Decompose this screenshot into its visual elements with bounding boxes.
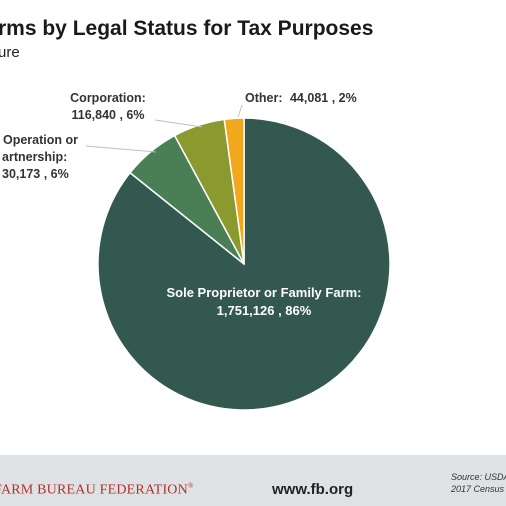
label-partnership-name-line2: artnership: (2, 150, 67, 164)
website-url: www.fb.org (272, 481, 354, 498)
slice-labels: Corporation: 116,840 , 6% Operation or a… (2, 91, 362, 318)
pie-chart: Corporation: 116,840 , 6% Operation or a… (2, 91, 391, 411)
label-corporation-name: Corporation: (70, 91, 146, 105)
org-name: FARM BUREAU FEDERATION® (0, 482, 193, 499)
label-partnership-value: 30,173 , 6% (2, 167, 69, 181)
pie-slices (97, 117, 391, 411)
label-other-name: Other: (245, 91, 283, 105)
chart-title: rms by Legal Status for Tax Purposes (0, 17, 374, 40)
label-sole-name: Sole Proprietor or Family Farm: (166, 285, 361, 300)
chart-subtitle: ure (0, 44, 20, 61)
footer-bar: FARM BUREAU FEDERATION® www.fb.org Sourc… (0, 455, 506, 506)
label-sole-value: 1,751,126 , 86% (217, 303, 312, 318)
label-other: Other: 44,081 , 2% (245, 91, 357, 105)
pie-slice-3 (223, 117, 245, 265)
leader-line-corporation (154, 119, 203, 128)
leader-lines (85, 104, 243, 153)
leader-line-partnership (85, 145, 157, 153)
label-corporation-value: 116,840 , 6% (72, 108, 145, 122)
source-line-2: 2017 Census (451, 484, 505, 494)
leader-line-other (237, 104, 243, 118)
label-other-value: 44,081 , 2% (290, 91, 357, 105)
label-partnership-name: Operation or (3, 133, 78, 147)
source-note: Source: USDA 2017 Census (451, 471, 506, 495)
registered-mark: ® (187, 482, 194, 490)
org-name-text: FARM BUREAU FEDERATION (0, 482, 188, 498)
source-line-1: Source: USDA (451, 472, 506, 482)
